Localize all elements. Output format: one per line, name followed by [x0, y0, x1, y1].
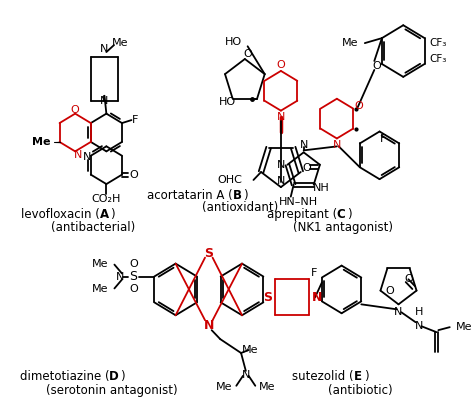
- Text: O: O: [276, 60, 285, 70]
- Text: O: O: [355, 101, 364, 111]
- Text: aprepitant (: aprepitant (: [266, 208, 337, 222]
- Text: N: N: [277, 160, 285, 170]
- Text: Me: Me: [92, 284, 109, 294]
- Text: Me: Me: [259, 382, 275, 392]
- Text: O: O: [302, 163, 311, 173]
- Text: (antioxidant): (antioxidant): [202, 201, 278, 215]
- Text: N: N: [312, 291, 322, 304]
- Text: S: S: [263, 291, 272, 304]
- Text: levofloxacin (: levofloxacin (: [21, 208, 100, 222]
- Text: N: N: [204, 319, 214, 332]
- Text: N: N: [100, 96, 109, 106]
- Text: CF₃: CF₃: [429, 54, 447, 64]
- Text: F: F: [311, 268, 318, 277]
- Text: N: N: [277, 176, 285, 186]
- Text: F: F: [380, 134, 386, 144]
- Text: N: N: [300, 141, 308, 150]
- Text: O: O: [129, 259, 138, 269]
- Text: C: C: [337, 208, 346, 222]
- Text: HO: HO: [219, 97, 236, 106]
- Text: Me: Me: [92, 259, 109, 269]
- Text: A: A: [100, 208, 109, 222]
- Text: Me: Me: [342, 38, 358, 48]
- Text: sutezolid (: sutezolid (: [292, 370, 354, 383]
- Text: N: N: [242, 370, 250, 380]
- Text: E: E: [354, 370, 362, 383]
- Text: OHC: OHC: [217, 175, 242, 185]
- Text: ): ): [243, 189, 247, 201]
- Text: ): ): [119, 370, 124, 383]
- Text: Me: Me: [216, 382, 233, 392]
- Text: O: O: [405, 274, 413, 284]
- Text: H: H: [415, 307, 424, 317]
- Text: S: S: [204, 247, 213, 260]
- Text: N: N: [116, 272, 124, 282]
- Text: O: O: [243, 49, 252, 59]
- Text: ): ): [110, 208, 115, 222]
- Text: (NK1 antagonist): (NK1 antagonist): [293, 222, 393, 234]
- Text: (antibiotic): (antibiotic): [328, 384, 393, 397]
- Text: Me: Me: [32, 137, 50, 147]
- Text: N: N: [394, 307, 403, 317]
- Text: N: N: [100, 44, 109, 54]
- Text: N: N: [83, 152, 91, 162]
- Text: Me: Me: [242, 345, 259, 355]
- Text: B: B: [233, 189, 242, 201]
- Text: N: N: [333, 141, 341, 150]
- Text: S: S: [129, 270, 137, 283]
- Text: acortatarin A (: acortatarin A (: [147, 189, 233, 201]
- Text: Me: Me: [456, 322, 472, 332]
- Text: O: O: [373, 61, 382, 71]
- Text: F: F: [132, 115, 138, 125]
- Text: ): ): [347, 208, 352, 222]
- Text: CO₂H: CO₂H: [91, 194, 121, 204]
- Text: O: O: [385, 286, 394, 296]
- Text: O: O: [129, 170, 138, 180]
- Text: O: O: [129, 284, 138, 294]
- Text: Me: Me: [111, 38, 128, 48]
- Text: dimetotiazine (: dimetotiazine (: [19, 370, 109, 383]
- Text: N: N: [74, 150, 82, 160]
- Text: CF₃: CF₃: [429, 38, 447, 48]
- Text: N: N: [277, 112, 285, 122]
- Text: O: O: [71, 105, 80, 115]
- Text: N: N: [415, 321, 424, 331]
- Text: (serotonin antagonist): (serotonin antagonist): [46, 384, 178, 397]
- Text: NH: NH: [313, 182, 329, 193]
- Text: D: D: [109, 370, 119, 383]
- Text: ): ): [365, 370, 369, 383]
- Text: HO: HO: [225, 37, 242, 47]
- Text: (antibacterial): (antibacterial): [51, 222, 135, 234]
- Text: HN–NH: HN–NH: [279, 197, 319, 207]
